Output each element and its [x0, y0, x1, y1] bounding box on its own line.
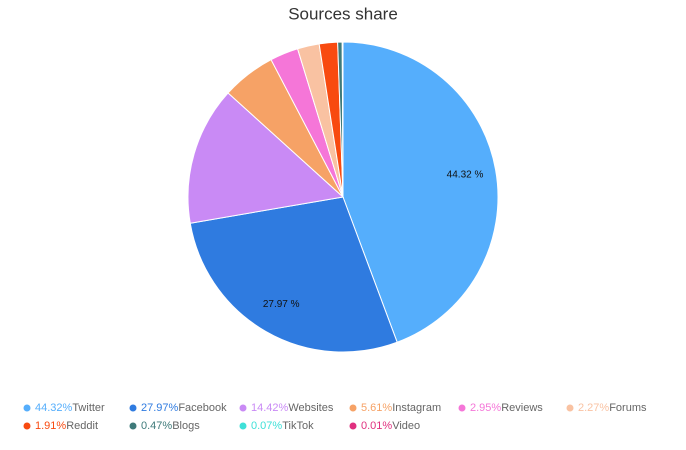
legend-value: 44.32%: [35, 402, 73, 414]
legend-marker: [239, 404, 247, 412]
legend-marker: [23, 422, 31, 430]
legend-marker: [458, 404, 466, 412]
pie-slice: [187, 92, 345, 224]
legend-entry: 27.97%Facebook: [141, 402, 227, 414]
legend-entry: 2.27%Forums: [578, 402, 647, 414]
legend-marker: [566, 404, 574, 412]
legend-entry: 14.42%Websites: [251, 402, 334, 414]
legend-name: TikTok: [282, 420, 314, 432]
legend-entry: 5.61%Instagram: [361, 402, 441, 414]
data-label: 44.32 %: [447, 170, 484, 181]
legend-marker: [239, 422, 247, 430]
legend-entry: 0.01%Video: [361, 420, 420, 432]
legend-value: 0.01%: [361, 420, 392, 432]
legend-value: 1.91%: [35, 420, 66, 432]
legend-value: 27.97%: [141, 402, 179, 414]
legend-entry: 0.47%Blogs: [141, 420, 200, 432]
legend-name: Twitter: [72, 402, 105, 414]
legend-marker: [129, 404, 137, 412]
legend-entry: 0.07%TikTok: [251, 420, 314, 432]
legend-marker: [129, 422, 137, 430]
legend-name: Blogs: [172, 420, 200, 432]
legend-name: Facebook: [178, 402, 227, 414]
legend-name: Websites: [288, 402, 334, 414]
data-label: 27.97 %: [263, 299, 300, 310]
legend-entry: 44.32%Twitter: [35, 402, 105, 414]
legend-entry: 2.95%Reviews: [470, 402, 543, 414]
pie-slice: [342, 41, 499, 343]
legend-value: 0.07%: [251, 420, 282, 432]
legend-entry: 1.91%Reddit: [35, 420, 98, 432]
legend-marker: [23, 404, 31, 412]
legend-value: 2.27%: [578, 402, 609, 414]
legend-name: Instagram: [392, 402, 441, 414]
legend-value: 0.47%: [141, 420, 172, 432]
chart-title: Sources share: [288, 4, 398, 23]
legend-value: 5.61%: [361, 402, 392, 414]
legend-value: 2.95%: [470, 402, 501, 414]
legend-value: 14.42%: [251, 402, 289, 414]
legend-name: Video: [392, 420, 420, 432]
legend-name: Forums: [609, 402, 647, 414]
legend-marker: [349, 404, 357, 412]
legend-name: Reddit: [66, 420, 98, 432]
legend-marker: [349, 422, 357, 430]
pie-slice: [189, 196, 398, 353]
legend-name: Reviews: [501, 402, 543, 414]
